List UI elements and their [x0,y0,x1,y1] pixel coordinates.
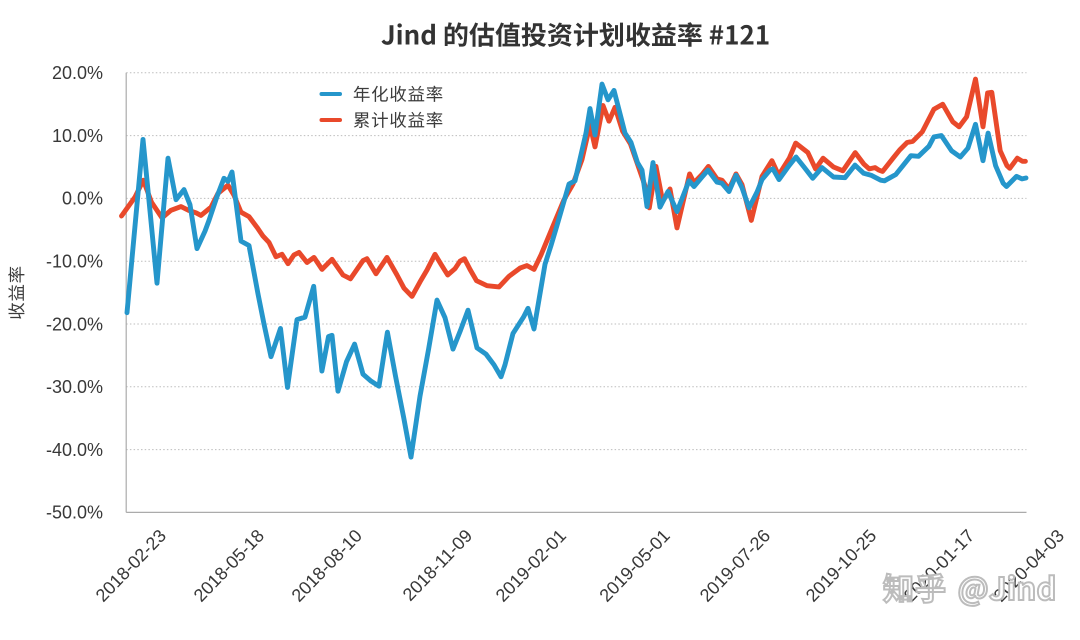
svg-text:-20.0%: -20.0% [46,314,103,334]
svg-text:10.0%: 10.0% [52,126,103,146]
svg-text:-10.0%: -10.0% [46,252,103,272]
svg-text:-50.0%: -50.0% [46,503,103,523]
svg-text:20.0%: 20.0% [52,63,103,83]
svg-text:-30.0%: -30.0% [46,377,103,397]
svg-text:-40.0%: -40.0% [46,440,103,460]
svg-text:0.0%: 0.0% [62,189,103,209]
